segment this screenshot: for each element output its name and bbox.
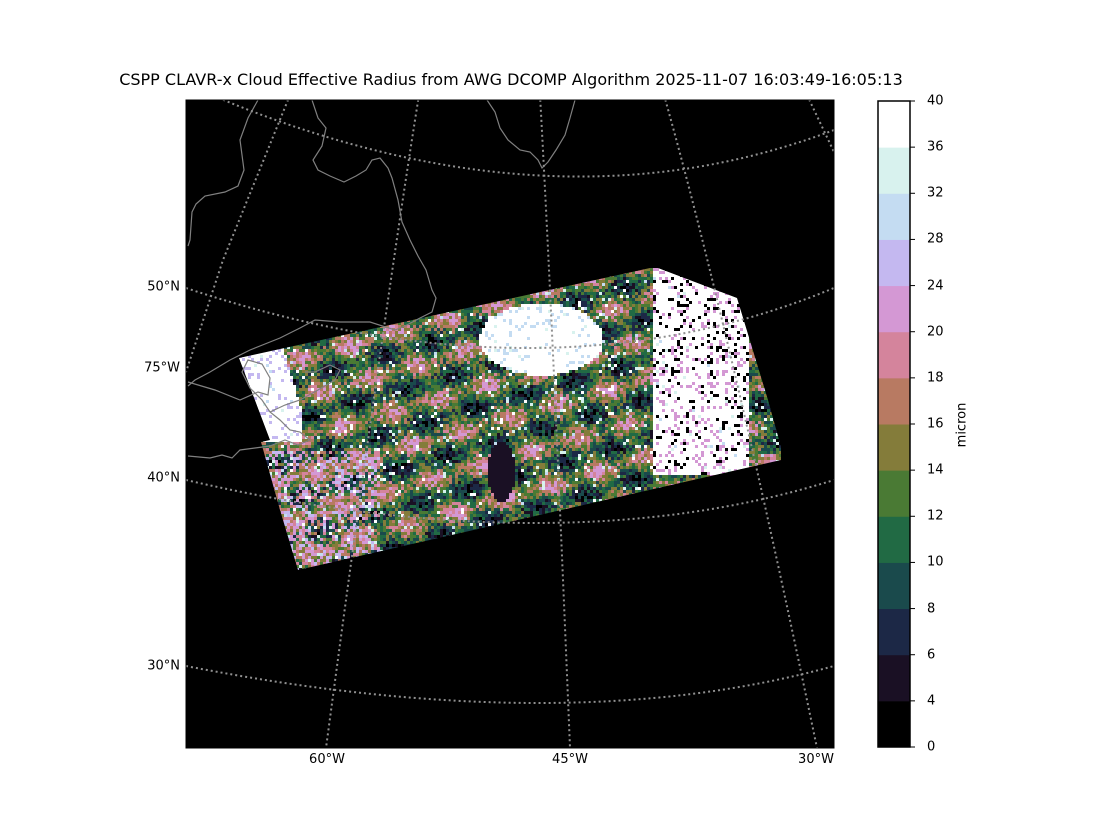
- colorbar-bin-32-36: [878, 147, 910, 194]
- colorbar-bin-16-18: [878, 377, 910, 425]
- coastline-labrador: [187, 100, 437, 387]
- colorbar-bin-12-14: [878, 470, 910, 517]
- colorbar-bin-24-28: [878, 239, 910, 287]
- colorbar-tick-label: 12: [927, 508, 944, 524]
- colorbar-tick-label: 14: [927, 462, 944, 478]
- colorbar-bin-28-32: [878, 193, 910, 240]
- colorbar-bin-4-6: [878, 654, 910, 702]
- lat-label-40n: 40°N: [147, 470, 180, 486]
- lat-label-30n: 30°N: [147, 658, 180, 674]
- gridline-lon-75w: [186, 100, 290, 373]
- gridline-lat-40n: [186, 479, 834, 524]
- colorbar-tick-label: 8: [927, 601, 936, 617]
- colorbar-label: micron: [954, 402, 970, 448]
- colorbar-tick-label: 20: [927, 324, 944, 340]
- colorbar-tick-label: 28: [927, 231, 944, 247]
- coastlines: [187, 100, 576, 459]
- lon-label-45w: 45°W: [552, 752, 588, 767]
- colorbar-tick-label: 0: [927, 739, 936, 755]
- colorbar-tick-label: 18: [927, 370, 944, 386]
- colorbar-bin-6-8: [878, 608, 910, 656]
- colorbar-tick-label: 40: [927, 93, 944, 109]
- colorbar-tick-label: 4: [927, 693, 936, 709]
- lat-label-50n: 50°N: [147, 279, 180, 295]
- gridline-lat-30n: [186, 665, 834, 704]
- colorbar-tick-label: 10: [927, 554, 944, 570]
- gridline-lon-45w: [539, 100, 571, 748]
- colorbar-bin-0-4: [878, 700, 910, 748]
- map-border: [185, 99, 835, 749]
- colorbar-bin-10-12: [878, 516, 910, 563]
- colorbar-bin-36-40: [878, 101, 910, 148]
- graticule: [186, 100, 834, 748]
- colorbar-tick-label: 6: [927, 647, 936, 663]
- coastline-hudson: [187, 100, 259, 247]
- coastline-us-east: [187, 359, 312, 459]
- coastline-greenland: [486, 100, 576, 170]
- colorbar-tick-label: 24: [927, 278, 944, 294]
- colorbar-bin-20-24: [878, 285, 910, 333]
- colorbar-bin-18-20: [878, 331, 910, 379]
- colorbar-frame: [877, 100, 911, 748]
- lon-label-75w: 75°W: [144, 360, 180, 376]
- lon-label-60w: 60°W: [309, 752, 345, 767]
- coastline-nova-scotia: [269, 364, 341, 413]
- colorbar-tick-label: 32: [927, 185, 944, 201]
- colorbar-tick-label: 16: [927, 416, 944, 432]
- colorbar-bin-14-16: [878, 424, 910, 471]
- lon-label-30w: 30°W: [798, 752, 834, 767]
- plot-title: CSPP CLAVR-x Cloud Effective Radius from…: [119, 70, 903, 89]
- colorbar-tick-label: 36: [927, 139, 944, 155]
- gridline-lon-15w: [808, 100, 834, 153]
- colorbar-bin-8-10: [878, 562, 910, 610]
- gridline-lat-60n: [221, 100, 834, 178]
